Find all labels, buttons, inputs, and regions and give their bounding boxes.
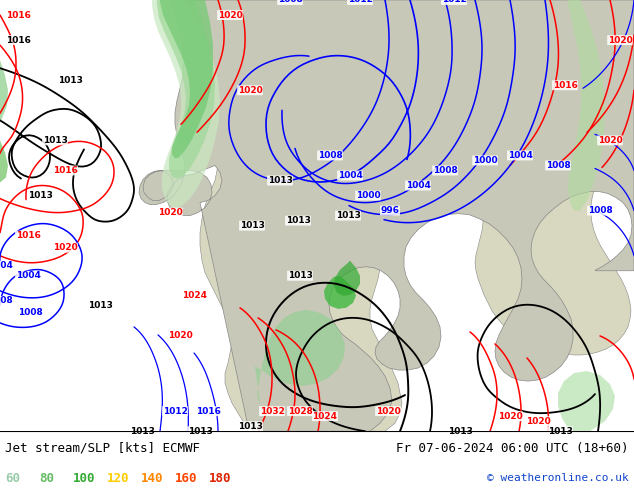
Text: 1004: 1004 xyxy=(406,181,430,190)
Text: 1016: 1016 xyxy=(553,81,578,90)
Text: 1020: 1020 xyxy=(607,36,632,45)
Text: 160: 160 xyxy=(175,471,198,485)
Text: 1020: 1020 xyxy=(498,412,522,420)
Text: 100: 100 xyxy=(73,471,96,485)
Text: 1013: 1013 xyxy=(58,76,82,85)
Text: 1013: 1013 xyxy=(87,301,112,310)
Text: 1004: 1004 xyxy=(508,151,533,160)
Polygon shape xyxy=(157,0,215,178)
Text: 1020: 1020 xyxy=(158,208,183,217)
Text: 1020: 1020 xyxy=(375,407,401,416)
Text: 1013: 1013 xyxy=(448,427,472,436)
Polygon shape xyxy=(558,371,615,431)
Text: 1008: 1008 xyxy=(432,166,457,175)
Text: 1016: 1016 xyxy=(6,36,30,45)
Polygon shape xyxy=(152,0,220,209)
Text: 1013: 1013 xyxy=(240,221,264,230)
Text: 1012: 1012 xyxy=(162,407,188,416)
Text: Fr 07-06-2024 06:00 UTC (18+60): Fr 07-06-2024 06:00 UTC (18+60) xyxy=(396,441,629,455)
Text: 1032: 1032 xyxy=(259,407,285,416)
Text: 1024: 1024 xyxy=(183,292,207,300)
Text: 80: 80 xyxy=(39,471,54,485)
Text: Jet stream/SLP [kts] ECMWF: Jet stream/SLP [kts] ECMWF xyxy=(5,441,200,455)
Text: 1020: 1020 xyxy=(526,416,550,426)
Text: 180: 180 xyxy=(209,471,231,485)
Text: 1020: 1020 xyxy=(598,136,623,145)
Text: 1024: 1024 xyxy=(313,412,337,420)
Polygon shape xyxy=(139,0,634,431)
Polygon shape xyxy=(195,0,631,431)
Text: 1013: 1013 xyxy=(268,176,292,185)
Text: 140: 140 xyxy=(141,471,164,485)
Text: 1008: 1008 xyxy=(546,161,571,170)
Polygon shape xyxy=(334,261,360,296)
Text: 1013: 1013 xyxy=(285,216,311,225)
Text: 1013: 1013 xyxy=(238,422,262,431)
Text: 1016: 1016 xyxy=(53,166,77,175)
Polygon shape xyxy=(0,60,8,122)
Polygon shape xyxy=(160,0,213,158)
Text: 1000: 1000 xyxy=(473,156,497,165)
Text: 1008: 1008 xyxy=(588,206,612,215)
Text: 1004: 1004 xyxy=(16,271,41,280)
Text: 1008: 1008 xyxy=(18,308,42,318)
Text: 1020: 1020 xyxy=(53,243,77,252)
Text: 1013: 1013 xyxy=(129,427,155,436)
Text: 60: 60 xyxy=(5,471,20,485)
Text: 1020: 1020 xyxy=(167,331,192,341)
Text: 1013: 1013 xyxy=(188,427,212,436)
Text: 1008: 1008 xyxy=(278,0,302,4)
Text: 1016: 1016 xyxy=(6,11,30,20)
Text: 1008: 1008 xyxy=(318,151,342,160)
Polygon shape xyxy=(255,310,345,404)
Text: © weatheronline.co.uk: © weatheronline.co.uk xyxy=(488,473,629,483)
Polygon shape xyxy=(0,141,8,182)
Text: 1013: 1013 xyxy=(42,136,67,145)
Text: 1020: 1020 xyxy=(217,11,242,20)
Text: 996: 996 xyxy=(380,206,399,215)
Polygon shape xyxy=(567,0,605,211)
Text: 1028: 1028 xyxy=(288,407,313,416)
Text: 1012: 1012 xyxy=(441,0,467,4)
Text: 1016: 1016 xyxy=(16,231,41,240)
Text: 1013: 1013 xyxy=(288,271,313,280)
Text: 1013: 1013 xyxy=(27,191,53,200)
Text: 1004: 1004 xyxy=(337,171,363,180)
Text: 1004: 1004 xyxy=(0,261,13,270)
Text: 1013: 1013 xyxy=(335,211,361,220)
Text: 1020: 1020 xyxy=(238,86,262,95)
Polygon shape xyxy=(324,276,356,309)
Text: 1012: 1012 xyxy=(347,0,372,4)
Text: 1008: 1008 xyxy=(0,296,13,305)
Text: 1000: 1000 xyxy=(356,191,380,200)
Text: 120: 120 xyxy=(107,471,129,485)
Text: 1016: 1016 xyxy=(195,407,221,416)
Text: 1013: 1013 xyxy=(548,427,573,436)
